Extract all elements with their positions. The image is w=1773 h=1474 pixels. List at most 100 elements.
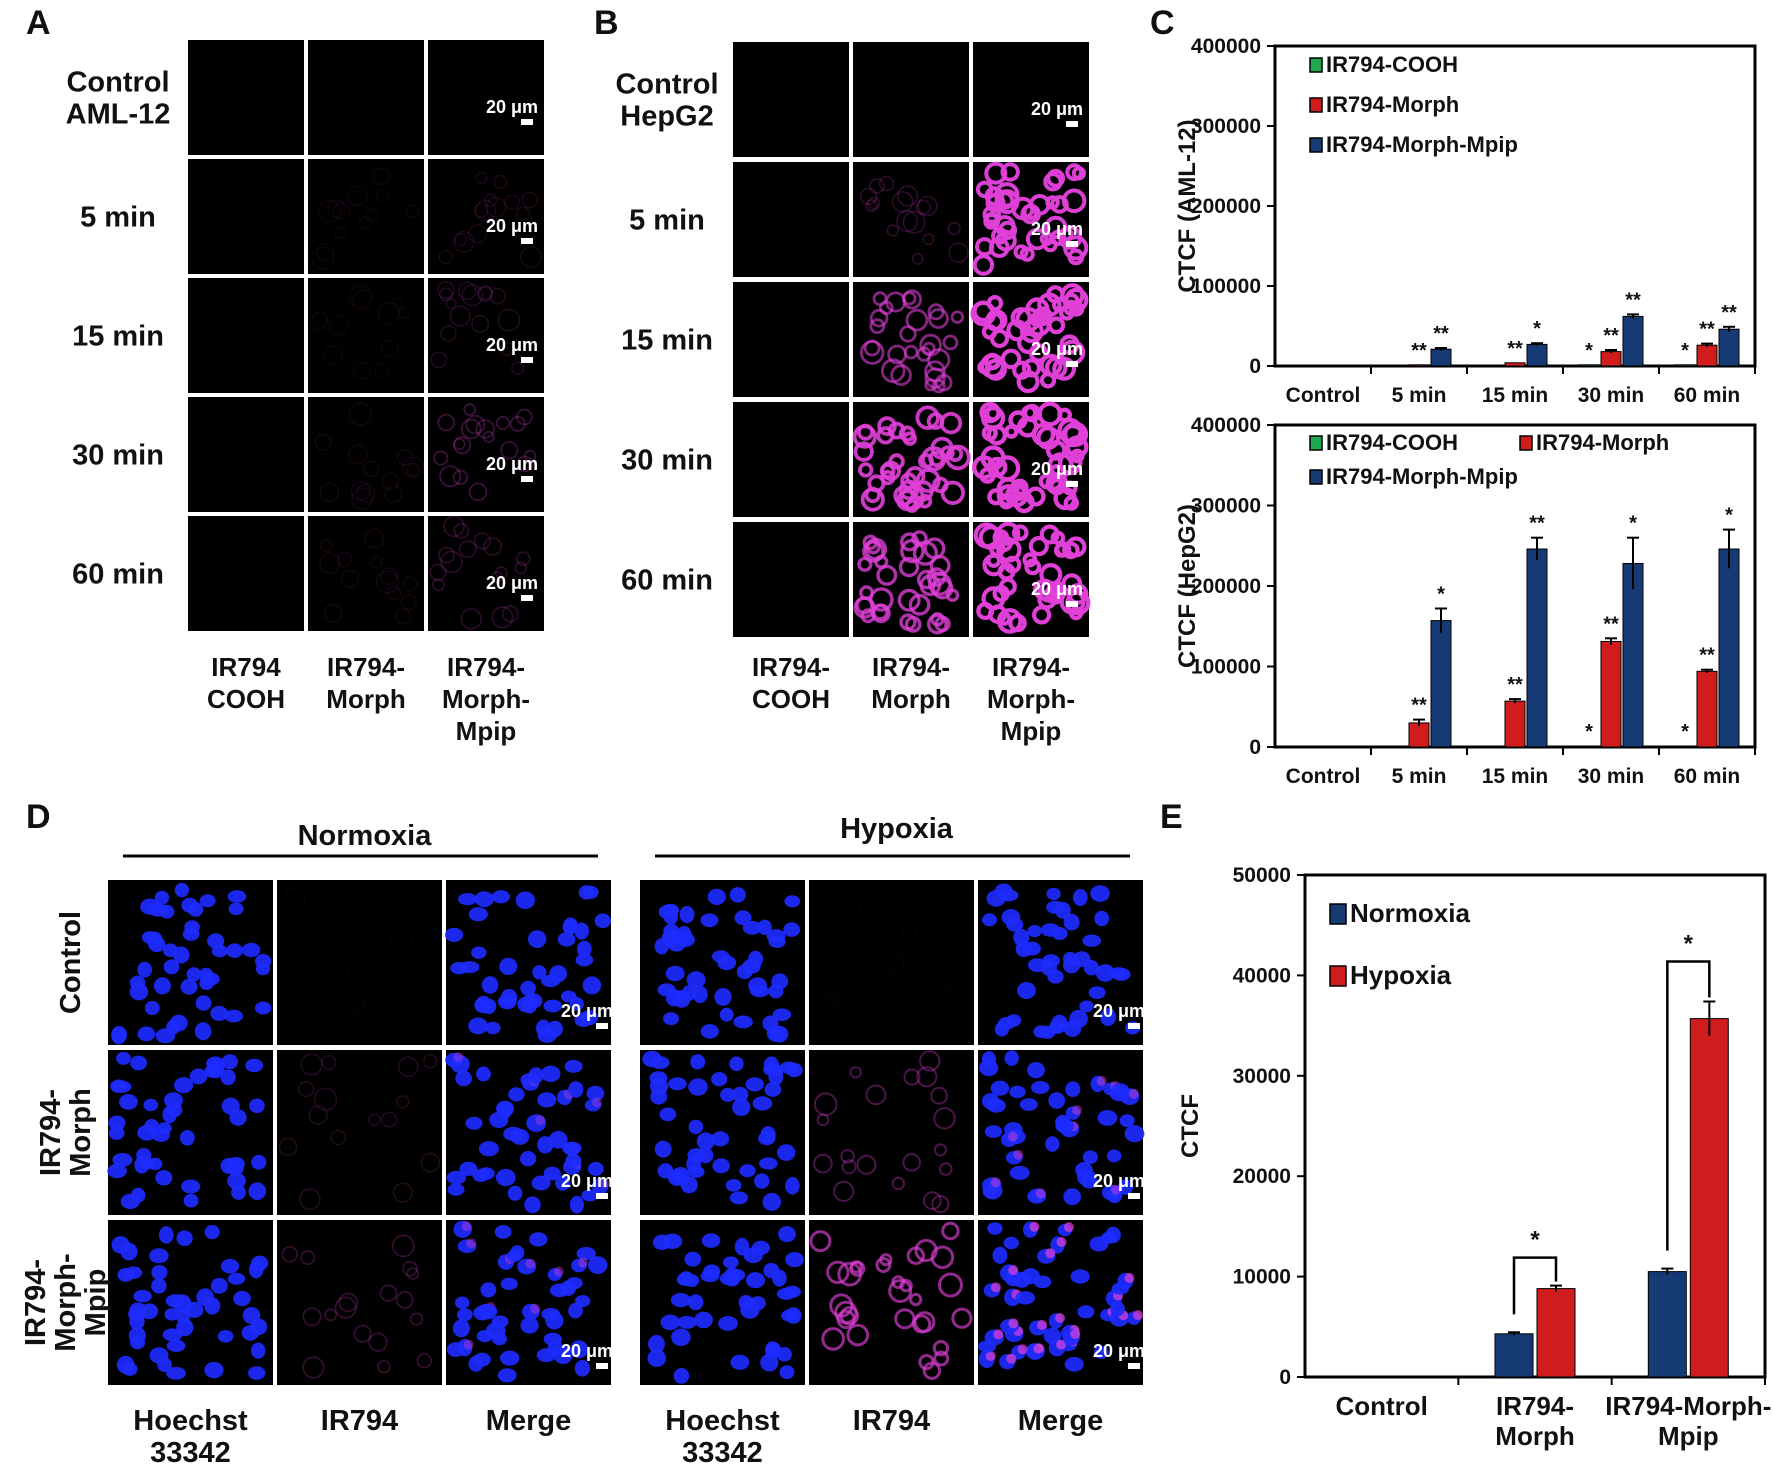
panel-d-merge-image-nucleus — [574, 1012, 593, 1028]
panel-b-micrograph-cell — [989, 328, 1010, 348]
panel-d-merge-image-nucleus — [543, 1332, 562, 1346]
panel-a-micrograph-cell — [402, 456, 424, 478]
panel-d-hoechst-image-nucleus — [719, 1007, 734, 1022]
panel-b-micrograph-cell — [905, 308, 929, 332]
panel-d-merge-image-nucleus — [524, 1196, 541, 1214]
panel-d-merge-image-nucleus — [1095, 964, 1115, 982]
panel-d-ir794-image-cell — [313, 1087, 338, 1111]
panel-a-scale-bar-bar — [521, 357, 533, 363]
panel-d-row-label: Morph — [65, 1088, 97, 1177]
panel-b-micrograph-cell — [899, 325, 917, 343]
panel-d-hoechst-image-nucleus — [772, 1269, 787, 1287]
panel-d-merge-image-nucleus — [548, 1130, 568, 1149]
panel-a-row-label: 15 min — [72, 321, 164, 353]
panel-d-row-label: IR794- — [20, 1259, 52, 1346]
panel-a-micrograph-cell — [396, 449, 414, 466]
panel-d-hoechst-image-nucleus — [220, 1258, 240, 1274]
panel-d-hoechst-image-nucleus — [771, 973, 789, 990]
panel-a-micrograph-bg — [188, 516, 304, 631]
panel-d-hoechst-image — [108, 1220, 273, 1385]
panel-b-micrograph-cell — [923, 537, 946, 560]
panel-d-merge-image-nucleus — [537, 1136, 554, 1154]
panel-d-merge-image-nucleus — [581, 1189, 599, 1202]
panel-d-ir794-image-cell — [841, 1159, 857, 1175]
panel-b-micrograph — [971, 401, 1089, 517]
panel-d-merge-image-signal — [466, 1238, 477, 1249]
panel-d-merge-image-signal — [1006, 1353, 1017, 1364]
panel-a-micrograph-cell — [372, 167, 390, 185]
y-tick-label: 300000 — [1191, 115, 1261, 138]
panel-d-merge-image-nucleus — [446, 1170, 467, 1185]
panel-d-ir794-image — [277, 1220, 442, 1385]
panel-d-hoechst-image-nucleus — [172, 1294, 192, 1312]
significance-bracket — [1666, 960, 1711, 1251]
panel-d-ir794-image-cell — [299, 1188, 321, 1210]
panel-d-hoechst-image-nucleus — [148, 1157, 163, 1171]
panel-d-ir794-image-cell — [914, 919, 938, 943]
panel-d-hoechst-image-nucleus — [785, 1252, 804, 1268]
panel-a-micrograph-bg — [308, 516, 424, 631]
panel-d-merge-image-nucleus — [522, 1303, 540, 1320]
panel-d-ir794-image-cell — [423, 1054, 438, 1069]
panel-d-merge-image-nucleus — [987, 1222, 1003, 1235]
panel-d-merge-image-nucleus — [503, 1126, 524, 1141]
panel-d-merge-image-signal — [1056, 1339, 1067, 1350]
panel-d-hoechst-image-nucleus — [162, 1105, 177, 1124]
panel-d-hoechst-image-nucleus — [174, 882, 189, 898]
panel-d-merge-image-nucleus — [520, 1317, 539, 1334]
panel-a-micrograph — [188, 397, 304, 512]
panel-d-hoechst-image-nucleus — [725, 1179, 742, 1192]
panel-d-hoechst-image-nucleus — [665, 965, 685, 982]
panel-d-merge-image-nucleus — [994, 1021, 1010, 1037]
panel-b-micrograph-cell — [877, 416, 897, 436]
panel-a-micrograph-cell — [319, 539, 333, 553]
panel-d-merge-image-nucleus — [1090, 885, 1110, 902]
panel-b-col-label: Mpip — [1001, 716, 1062, 746]
panel-a-micrograph — [188, 516, 304, 631]
panel-d-merge-image-nucleus — [500, 1277, 518, 1291]
panel-a-micrograph — [308, 397, 424, 512]
panel-a-micrograph-cell — [384, 484, 403, 503]
panel-d-merge-image-nucleus — [1015, 1291, 1035, 1305]
panel-d-merge-image-signal — [1096, 1075, 1107, 1086]
panel-d-ir794-image-cell — [381, 1111, 398, 1128]
panel-d-hoechst-image-nucleus — [733, 1015, 753, 1029]
panel-b-micrograph-cell — [1069, 448, 1085, 464]
panel-d-ir794-image — [809, 1220, 974, 1385]
panel-d-row-label: Mpip — [80, 1269, 112, 1337]
panel-d-merge-image-nucleus — [1031, 1081, 1050, 1094]
panel-d-merge-image-nucleus — [584, 1098, 602, 1112]
panel-b-micrograph-cell — [891, 191, 914, 213]
panel-d-merge-image-nucleus — [496, 1100, 515, 1117]
legend-label: IR794-Morph-Mpip — [1326, 132, 1518, 157]
panel-d-merge-image-signal — [985, 1351, 996, 1361]
panel-d-merge-image — [445, 880, 611, 1045]
panel-d-merge-image-signal — [993, 1329, 1004, 1340]
panel-d-ir794-image-cell — [909, 1292, 923, 1307]
panel-d-hoechst-image-nucleus — [137, 1124, 157, 1141]
panel-a-micrograph-cell — [356, 483, 376, 503]
panel-d-hoechst-image-nucleus — [199, 977, 214, 990]
legend-label: Normoxia — [1350, 898, 1470, 928]
panel-d-merge-image-nucleus — [492, 1332, 507, 1346]
panel-a-micrograph-cell — [460, 608, 482, 630]
panel-d-ir794-image-cell — [922, 1191, 942, 1210]
panel-d-scale-bar-label: 20 μm — [561, 1171, 613, 1191]
panel-d-hoechst-image — [640, 1220, 805, 1385]
significance-star: ** — [1411, 695, 1427, 717]
panel-d-merge-image-nucleus — [495, 1168, 516, 1187]
panel-a-scale-bar-label: 20 μm — [486, 216, 538, 236]
significance-star: * — [1684, 931, 1694, 958]
panel-d-hoechst-image-nucleus — [183, 1193, 199, 1208]
panel-a-micrograph-cell — [438, 249, 453, 265]
panel-b-micrograph-cell — [942, 334, 959, 351]
y-axis-label: CTCF — [1177, 1094, 1204, 1158]
panel-b-micrograph-bg — [733, 42, 849, 157]
panel-b-micrograph-cell — [904, 498, 919, 513]
panel-b-micrograph-cell — [900, 538, 925, 564]
panel-b-col-label: IR794- — [752, 652, 830, 682]
panel-a-micrograph-cell — [453, 230, 475, 253]
chart-c-top: 0 100000 200000 300000 400000 CTCF (AML-12) Co… — [1174, 35, 1757, 407]
panel-d-ir794-image-cell — [406, 1267, 420, 1280]
